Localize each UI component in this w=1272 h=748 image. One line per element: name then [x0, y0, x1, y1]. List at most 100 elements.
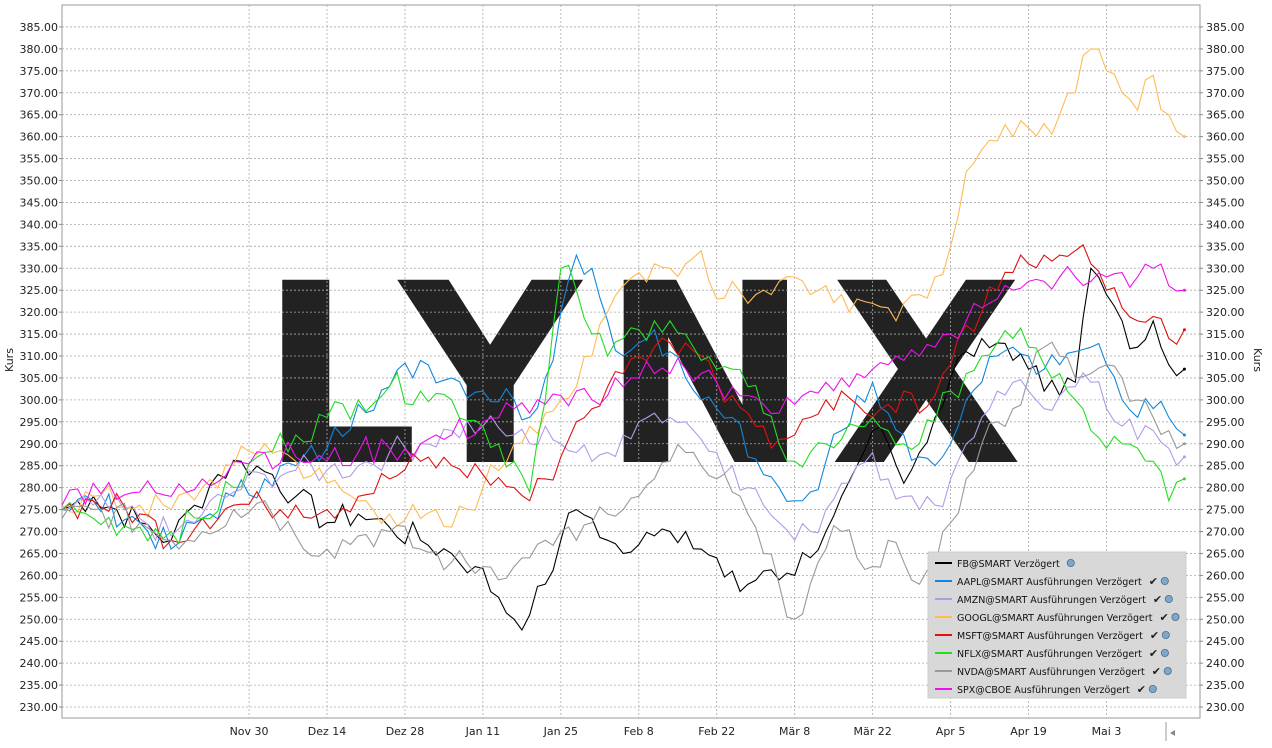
x-tick-label: Feb 22	[698, 725, 735, 738]
y-tick-label-right: 260.00	[1206, 569, 1245, 582]
y-tick-label-left: 350.00	[20, 175, 59, 188]
y-tick-label-right: 285.00	[1206, 460, 1245, 473]
arrow-left-icon	[1170, 730, 1175, 736]
legend-label-3: GOOGL@SMART Ausführungen Verzögert	[957, 613, 1153, 624]
y-tick-label-left: 320.00	[20, 306, 59, 319]
series-end-point-3	[1182, 135, 1186, 139]
y-tick-label-left: 305.00	[20, 372, 59, 385]
x-tick-label: Dez 14	[308, 725, 347, 738]
x-tick-label: Mär 22	[854, 725, 892, 738]
y-tick-label-right: 310.00	[1206, 350, 1245, 363]
y-tick-label-left: 260.00	[20, 569, 59, 582]
y-tick-label-right: 305.00	[1206, 372, 1245, 385]
globe-icon	[1066, 559, 1075, 568]
y-tick-label-right: 340.00	[1206, 218, 1245, 231]
globe-icon	[1160, 577, 1169, 586]
series-line-2	[61, 371, 1185, 542]
y-axis-title-right: Kurs	[1251, 348, 1264, 372]
y-tick-label-left: 255.00	[20, 591, 59, 604]
y-tick-label-right: 345.00	[1206, 196, 1245, 209]
y-tick-label-right: 370.00	[1206, 87, 1245, 100]
series-line-7	[61, 263, 1185, 506]
y-tick-label-left: 280.00	[20, 482, 59, 495]
y-tick-label-right: 375.00	[1206, 65, 1245, 78]
legend-label-5: NFLX@SMART Ausführungen Verzögert	[957, 649, 1142, 660]
check-icon: ✔	[1137, 683, 1146, 696]
y-tick-label-right: 360.00	[1206, 131, 1245, 144]
y-tick-label-left: 370.00	[20, 87, 59, 100]
series-line-1	[61, 253, 1185, 551]
y-tick-label-left: 265.00	[20, 547, 59, 560]
series-end-point-7	[1182, 288, 1186, 292]
legend-label-7: SPX@CBOE Ausführungen Verzögert	[957, 685, 1130, 696]
check-icon: ✔	[1149, 575, 1158, 588]
check-icon: ✔	[1150, 629, 1159, 642]
y-tick-label-left: 335.00	[20, 240, 59, 253]
y-tick-label-left: 240.00	[20, 657, 59, 670]
y-tick-label-left: 380.00	[20, 43, 59, 56]
y-tick-label-left: 295.00	[20, 416, 59, 429]
y-tick-label-left: 250.00	[20, 613, 59, 626]
y-tick-label-right: 315.00	[1206, 328, 1245, 341]
x-tick-label: Jan 25	[543, 725, 578, 738]
globe-icon	[1171, 613, 1180, 622]
y-tick-label-left: 375.00	[20, 65, 59, 78]
y-tick-label-right: 240.00	[1206, 657, 1245, 670]
y-tick-label-left: 340.00	[20, 218, 59, 231]
y-tick-label-left: 270.00	[20, 526, 59, 539]
x-tick-label: Mär 8	[779, 725, 810, 738]
y-tick-label-right: 265.00	[1206, 547, 1245, 560]
y-tick-label-right: 325.00	[1206, 284, 1245, 297]
legend-label-6: NVDA@SMART Ausführungen Verzögert	[957, 667, 1145, 678]
legend-box	[927, 551, 1187, 699]
x-tick-label: Nov 30	[230, 725, 269, 738]
series-line-3	[61, 48, 1185, 528]
y-tick-label-left: 360.00	[20, 131, 59, 144]
x-tick-label: Apr 19	[1010, 725, 1047, 738]
y-tick-label-right: 250.00	[1206, 613, 1245, 626]
globe-icon	[1163, 667, 1172, 676]
globe-icon	[1148, 685, 1157, 694]
y-tick-label-left: 315.00	[20, 328, 59, 341]
series-end-point-2	[1182, 455, 1186, 459]
legend-label-1: AAPL@SMART Ausführungen Verzögert	[957, 577, 1142, 588]
globe-icon	[1160, 649, 1169, 658]
series-end-point-4	[1182, 328, 1186, 332]
y-tick-label-right: 380.00	[1206, 43, 1245, 56]
legend-label-4: MSFT@SMART Ausführungen Verzögert	[957, 631, 1143, 642]
series-end-point-0	[1182, 367, 1186, 371]
watermark-text: LYNX	[259, 230, 1042, 521]
y-tick-label-right: 290.00	[1206, 438, 1245, 451]
check-icon: ✔	[1153, 593, 1162, 606]
check-icon: ✔	[1159, 611, 1168, 624]
y-tick-label-left: 325.00	[20, 284, 59, 297]
y-tick-label-left: 310.00	[20, 350, 59, 363]
series-end-point-1	[1182, 433, 1186, 437]
y-tick-label-left: 285.00	[20, 460, 59, 473]
check-icon: ✔	[1149, 647, 1158, 660]
y-tick-label-right: 300.00	[1206, 394, 1245, 407]
series-end-point-6	[1182, 442, 1186, 446]
y-tick-label-right: 385.00	[1206, 21, 1245, 34]
y-tick-label-right: 295.00	[1206, 416, 1245, 429]
y-tick-label-right: 245.00	[1206, 635, 1245, 648]
y-tick-label-left: 330.00	[20, 262, 59, 275]
y-tick-label-right: 275.00	[1206, 504, 1245, 517]
legend-label-2: AMZN@SMART Ausführungen Verzögert	[957, 595, 1146, 606]
y-tick-label-right: 355.00	[1206, 153, 1245, 166]
y-tick-label-left: 290.00	[20, 438, 59, 451]
y-tick-label-right: 280.00	[1206, 482, 1245, 495]
y-tick-label-right: 350.00	[1206, 175, 1245, 188]
y-tick-label-right: 270.00	[1206, 526, 1245, 539]
legend-label-0: FB@SMART Verzögert	[957, 559, 1060, 570]
y-tick-label-left: 235.00	[20, 679, 59, 692]
y-tick-label-right: 255.00	[1206, 591, 1245, 604]
y-tick-label-right: 320.00	[1206, 306, 1245, 319]
x-tick-label: Jan 11	[465, 725, 500, 738]
y-tick-label-left: 385.00	[20, 21, 59, 34]
check-icon: ✔	[1152, 665, 1161, 678]
y-tick-label-left: 355.00	[20, 153, 59, 166]
y-tick-label-right: 365.00	[1206, 109, 1245, 122]
